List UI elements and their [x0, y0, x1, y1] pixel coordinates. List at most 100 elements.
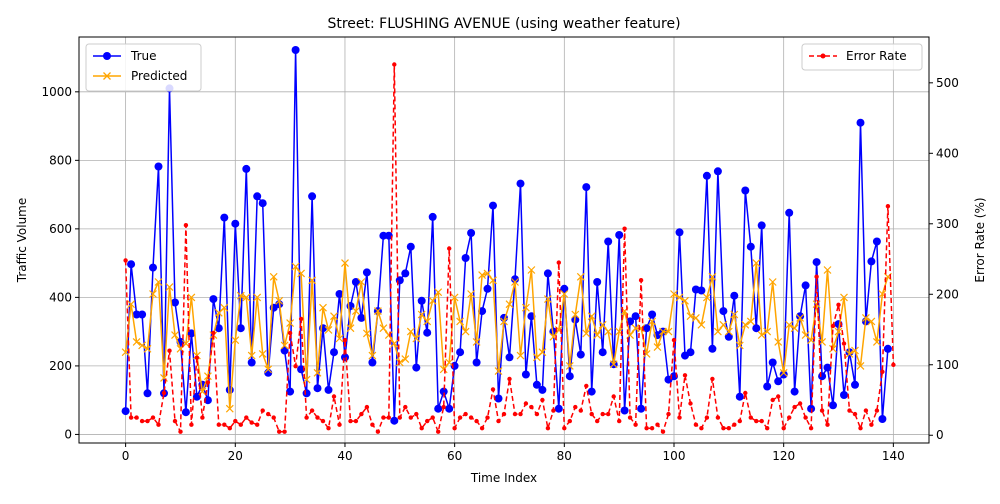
true-series-point — [308, 192, 317, 201]
error-rate-series-point — [419, 426, 424, 431]
error-rate-series-point — [150, 415, 156, 420]
true-series-point — [149, 263, 157, 272]
predicted-series-point — [757, 331, 766, 340]
error-rate-series-point — [688, 401, 693, 406]
error-rate-series-point — [891, 362, 896, 367]
error-rate-series-point — [255, 422, 260, 427]
true-series-point — [132, 310, 141, 319]
predicted-series-point — [571, 310, 580, 319]
true-series-point — [286, 387, 295, 396]
predicted-series-point — [763, 327, 772, 336]
axis-layer: 0 20 40 60 80 100 120 140 0 200 400 600 800 1000 0 100 2… — [41, 76, 958, 463]
predicted-series-point — [560, 290, 569, 298]
true-series-point — [812, 258, 821, 267]
true-series-point — [872, 237, 881, 246]
predicted-series-point — [735, 341, 744, 350]
true-series-point — [867, 257, 876, 266]
true-series-point — [319, 324, 327, 333]
error-rate-series-point — [797, 401, 803, 406]
predicted-series-point — [670, 290, 678, 298]
x-tick-label: 60 — [447, 449, 462, 463]
error-rate-series-point — [545, 426, 551, 431]
predicted-series-point — [220, 303, 229, 312]
predicted-series-point — [165, 283, 174, 292]
legend-left: True Predicted — [85, 43, 202, 92]
error-rate-series-point — [562, 426, 567, 431]
true-series-point — [604, 237, 613, 246]
error-rate-series-point — [803, 415, 808, 420]
predicted-series-point — [851, 346, 859, 355]
legend-right: Error Rate — [801, 43, 923, 71]
error-rate-series-point — [567, 418, 572, 424]
true-series-point — [752, 324, 761, 333]
error-rate-series-point — [600, 411, 605, 417]
error-rate-series-point — [556, 260, 561, 265]
error-rate-series-point — [139, 418, 145, 424]
legend-true-marker — [103, 52, 111, 60]
error-rate-series-point — [331, 394, 337, 399]
predicted-series-point — [417, 310, 426, 319]
error-rate-series-point — [622, 226, 627, 231]
predicted-series-point — [724, 327, 733, 336]
error-rate-series-point — [852, 411, 858, 417]
predicted-series-point — [691, 313, 700, 322]
predicted-series-point — [746, 317, 755, 326]
legend-true-label: True — [130, 49, 157, 63]
true-series-point — [412, 363, 421, 372]
true-series-point — [790, 387, 799, 396]
predicted-series-point — [675, 293, 684, 302]
predicted-series-point — [456, 317, 465, 326]
true-series-point — [253, 192, 262, 201]
y-right-tick-label: 200 — [936, 287, 959, 301]
true-series-point — [735, 392, 744, 401]
error-rate-series-point — [392, 62, 397, 67]
y-right-tick-label: 500 — [936, 76, 959, 90]
predicted-series-point — [527, 266, 536, 274]
predicted-series-point — [730, 310, 739, 319]
true-series-point — [697, 286, 706, 295]
true-series-point — [730, 291, 739, 300]
error-rate-series-point — [869, 422, 874, 427]
true-series-point — [516, 179, 525, 188]
predicted-series-point — [264, 365, 273, 374]
predicted-series-point — [384, 331, 393, 340]
predicted-series-point — [511, 278, 519, 286]
error-rate-series-point — [770, 397, 775, 403]
error-rate-series-point — [825, 422, 830, 427]
error-rate-series-point — [644, 426, 649, 431]
predicted-series-point — [829, 344, 837, 353]
y-left-tick-label: 400 — [49, 290, 72, 304]
error-rate-series-point — [863, 408, 869, 413]
predicted-series-point — [823, 266, 832, 274]
true-series-point — [483, 284, 492, 293]
predicted-series-point — [598, 320, 607, 329]
true-series-point — [143, 389, 152, 398]
true-series-point — [138, 310, 147, 319]
true-series-point — [719, 307, 728, 316]
predicted-series-point — [313, 368, 322, 377]
error-rate-series-point — [309, 408, 315, 413]
y-axis-label-right: Error Rate (%) — [973, 197, 987, 282]
error-rate-series-point — [353, 418, 359, 424]
predicted-series-point — [171, 331, 179, 340]
true-series-point — [724, 332, 733, 341]
predicted-series-point — [247, 351, 256, 360]
error-rate-series-point — [748, 415, 753, 420]
y-left-tick-label: 1000 — [41, 85, 72, 99]
plot-frame — [78, 36, 930, 444]
predicted-series-point — [593, 331, 602, 340]
true-series-point — [648, 310, 657, 319]
error-rate-series-point — [364, 404, 370, 410]
predicted-series-point — [154, 278, 163, 286]
error-rate-series-point — [819, 408, 825, 413]
x-tick-label: 140 — [882, 449, 905, 463]
predicted-series-point — [406, 327, 415, 336]
predicted-series-point — [275, 296, 284, 305]
true-series-point — [456, 348, 465, 357]
true-series-point — [796, 312, 805, 321]
true-series-point — [713, 167, 722, 176]
true-series-point — [423, 328, 432, 337]
predicted-series-point — [291, 262, 300, 271]
error-rate-series-point — [359, 411, 364, 417]
